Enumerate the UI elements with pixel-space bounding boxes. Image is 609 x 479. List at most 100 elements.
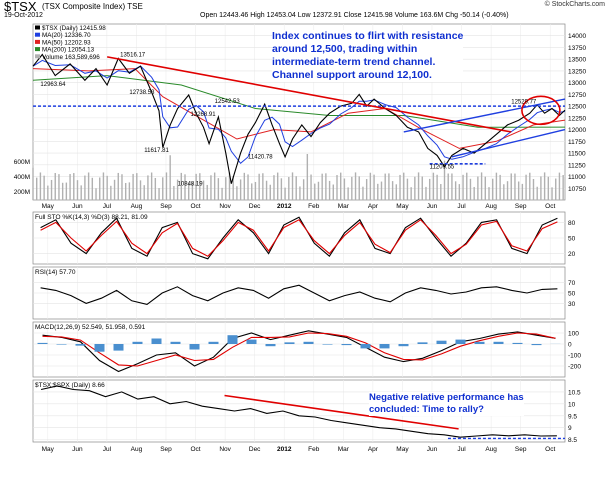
volume-bar	[110, 185, 112, 200]
x-tick-label: Feb	[308, 203, 320, 210]
volume-bar	[288, 177, 290, 200]
volume-bar	[547, 176, 550, 200]
x-tick-label: Apr	[368, 203, 379, 210]
volume-bar	[132, 173, 134, 200]
macd-axis-tick-label: 0	[568, 342, 572, 349]
volume-bar	[451, 173, 453, 200]
volume-bar	[517, 181, 520, 200]
price-axis-tick-label: 11000	[568, 174, 586, 181]
main-annotation-line: Channel support around 12,100.	[272, 69, 432, 81]
x-tick-label: Jul	[103, 203, 112, 210]
price-axis-tick-label: 13000	[568, 80, 586, 87]
x-tick-label-bottom: Oct	[190, 446, 200, 453]
volume-bar	[95, 188, 97, 200]
channel-upper-line	[403, 98, 566, 133]
macd-axis-tick-label: -100	[568, 353, 581, 360]
volume-bar	[466, 172, 468, 200]
volume-bar	[391, 181, 394, 200]
x-tick-label: Aug	[485, 203, 497, 210]
legend-swatch	[35, 47, 40, 52]
volume-bar	[113, 179, 116, 200]
volume-bar	[317, 181, 320, 200]
relative-trend-line	[224, 394, 459, 430]
volume-bar	[47, 185, 49, 200]
volume-bar	[458, 184, 461, 200]
x-tick-label: Sep	[515, 203, 527, 210]
volume-bar	[347, 187, 349, 200]
volume-bar	[343, 178, 346, 200]
volume-bar	[280, 178, 283, 200]
price-axis-tick-label: 10750	[568, 186, 586, 193]
price-point-label: 11420.78	[248, 155, 273, 161]
price-point-label: 12963.64	[40, 82, 66, 88]
price-axis-tick-label: 12250	[568, 115, 586, 122]
relative-annotation: Negative relative performance has conclud…	[369, 392, 524, 416]
relative-annotation-line: Negative relative performance has	[369, 392, 524, 403]
volume-bar	[188, 183, 190, 200]
volume-bar	[147, 175, 149, 200]
macd-histogram-bar	[322, 344, 333, 345]
volume-bar	[150, 172, 153, 200]
volume-bar	[314, 183, 316, 200]
volume-bar	[65, 182, 68, 200]
macd-histogram-bar	[151, 338, 162, 344]
volume-bar	[436, 174, 438, 200]
volume-bar	[165, 172, 168, 200]
volume-bar	[299, 186, 301, 200]
legend-entry: Volume 163,589,696	[42, 54, 100, 61]
volume-bar	[525, 174, 527, 200]
volume-bar	[295, 176, 297, 200]
x-tick-label: Jun	[72, 203, 83, 210]
volume-bar	[176, 179, 179, 200]
main-annotation-line: around 12,500, trading within	[272, 43, 418, 55]
price-axis-tick-label: 13250	[568, 68, 586, 75]
x-tick-label-bottom: Aug	[485, 446, 497, 453]
stochastic-axis-tick-label: 50	[568, 236, 576, 243]
volume-bar	[117, 172, 119, 200]
volume-bar	[32, 167, 34, 200]
legend-swatch	[35, 39, 40, 44]
volume-bar	[521, 183, 524, 200]
volume-bar	[232, 176, 234, 200]
x-tick-label: Mar	[338, 203, 350, 210]
volume-bar	[395, 184, 398, 200]
volume-bar	[43, 175, 45, 200]
macd-histogram-bar	[303, 341, 314, 344]
legend-entry: MA(200) 12054.13	[42, 47, 95, 54]
x-tick-label-bottom: Jul	[103, 446, 112, 453]
macd-histogram-bar	[113, 344, 124, 351]
relative-axis-tick-label: 10	[568, 401, 576, 408]
rsi-title: RSI(14) 57.70	[35, 269, 76, 276]
volume-bar	[506, 181, 509, 200]
x-tick-label: Jun	[427, 203, 438, 210]
price-axis-tick-label: 12500	[568, 104, 586, 111]
volume-bar	[321, 173, 323, 200]
x-tick-label-bottom: Jun	[427, 446, 438, 453]
volume-bar	[206, 184, 208, 200]
volume-bar	[262, 173, 264, 200]
x-tick-label: Dec	[249, 203, 261, 210]
price-axis-tick-label: 14000	[568, 33, 586, 40]
x-tick-label-bottom: Jun	[72, 446, 83, 453]
macd-histogram-bar	[56, 344, 67, 345]
macd-histogram-bar	[512, 342, 523, 344]
volume-bar	[462, 174, 464, 200]
volume-tick-label: 400M	[14, 174, 30, 181]
price-axis-tick-label: 11750	[568, 139, 586, 146]
volume-bar	[202, 180, 205, 200]
relative-axis-tick-label: 9	[568, 425, 572, 432]
macd-panel	[32, 321, 566, 378]
volume-bar	[551, 187, 553, 200]
x-tick-label-bottom: Apr	[368, 446, 379, 453]
volume-bar	[328, 180, 331, 200]
macd-histogram-bar	[417, 342, 428, 344]
x-tick-label-bottom: Jul	[457, 446, 466, 453]
relative-line--tsx-spx	[40, 385, 557, 438]
volume-bar	[276, 172, 279, 200]
x-tick-label-bottom: Sep	[160, 446, 172, 453]
macd-histogram-bar	[398, 344, 409, 347]
volume-bar	[247, 174, 249, 200]
volume-bar	[273, 175, 275, 200]
volume-bar	[358, 176, 360, 200]
volume-bar	[102, 172, 105, 200]
